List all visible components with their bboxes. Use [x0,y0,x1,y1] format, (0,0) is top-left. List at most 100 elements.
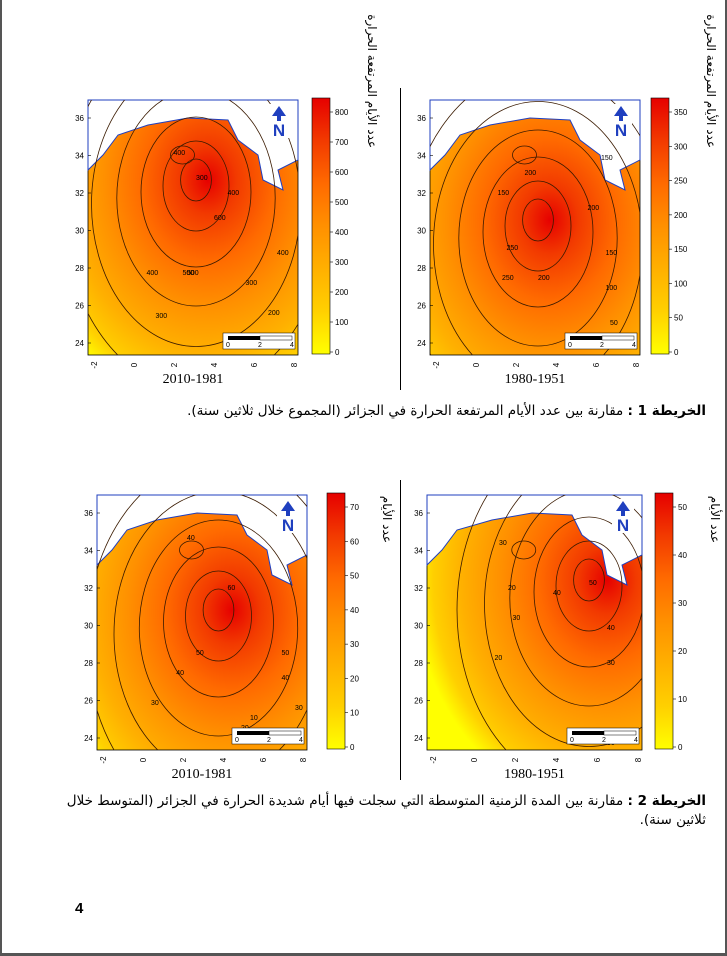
lat-tick: 36 [414,509,423,518]
lat-tick: 26 [84,697,93,706]
legend-value: 40 [350,606,359,615]
period-label: 2010-1981 [172,767,233,782]
contour-label: 200 [525,170,537,177]
legend-colorbar: 350 300 250 200 150 100 50 0 [650,97,688,357]
lon-tick: -2 [429,756,438,764]
lat-tick: 24 [75,339,84,348]
legend-value: 100 [335,318,349,327]
period-label: 1980-1951 [505,372,566,387]
north-label: N [273,121,285,140]
lat-tick: 34 [414,547,423,556]
lat-tick: 30 [417,227,426,236]
lat-tick: 36 [75,114,84,123]
coastline [426,494,643,586]
legend-value: 70 [350,503,359,512]
page-border-bottom [0,953,727,956]
legend-value: 60 [350,537,359,546]
lat-tick: 28 [84,659,93,668]
caption-map-1: الخريطة 1 : مقارنة بين عدد الأيام المرتف… [40,402,706,421]
contour-label: 30 [513,615,521,622]
contour-label: 400 [174,150,186,157]
legend-value: 20 [350,674,359,683]
lon-tick: 8 [632,362,641,367]
map-field [426,494,643,751]
contour-lines [456,495,642,750]
contour-label: 40 [553,590,561,597]
scale-label: 0 [235,737,239,744]
legend-value: 200 [335,288,349,297]
legend-value: 300 [674,142,688,151]
contour-label: 250 [507,245,519,252]
lat-tick: 28 [75,264,84,273]
lat-tick: 26 [75,302,84,311]
contour-label: 200 [268,310,280,317]
coastline [96,494,308,586]
legend-value: 600 [335,168,349,177]
contour-label: 400 [147,270,159,277]
period-label: 1980-1951 [504,767,565,782]
lat-tick: 24 [84,734,93,743]
legend-colorbar: 800 700 600 500 400 300 200 100 0 [311,97,349,357]
map-field [87,99,299,356]
scale-label: 0 [568,342,572,349]
contour-label: 40 [607,625,615,632]
lon-tick: -2 [90,361,99,369]
contour-label: 60 [228,585,236,592]
lat-tick: 34 [84,547,93,556]
lon-tick: 8 [634,757,643,762]
lon-tick: 4 [210,362,219,367]
scale-label: 4 [290,342,294,349]
contour-label: 50 [610,320,618,327]
contour-label: 50 [282,650,290,657]
legend-value: 30 [678,599,687,608]
contour-label: 30 [607,660,615,667]
contour-label: 300 [246,280,258,287]
contour-label: 40 [187,535,195,542]
lat-tick: 24 [414,734,423,743]
legend-value: 800 [335,108,349,117]
scale-label: 2 [600,342,604,349]
contour-label: 30 [295,705,303,712]
lon-tick: -2 [99,756,108,764]
contour-lines [97,495,307,750]
legend-value: 700 [335,138,349,147]
legend-value: 200 [674,211,688,220]
legend-value: 50 [674,314,683,323]
coastline [87,99,299,191]
lat-tick: 28 [417,264,426,273]
page-border-right [725,0,727,956]
map-2-left: 4060504030201050403036343230282624-20246… [84,492,395,782]
contour-label: 30 [151,700,159,707]
lon-tick: 0 [472,362,481,367]
legend-colorbar: 50 40 30 20 10 0 [654,492,687,752]
lon-tick: -2 [432,361,441,369]
lon-tick: 6 [593,757,602,762]
legend-value: 0 [674,348,679,357]
contour-label: 20 [495,655,503,662]
lat-tick: 30 [75,227,84,236]
lon-tick: 8 [299,757,308,762]
map-field [96,494,308,751]
legend-value: 500 [335,198,349,207]
coastline [429,99,641,191]
scale-label: 4 [634,737,638,744]
divider-bottom [400,480,401,780]
contour-label: 150 [606,250,618,257]
page-number: 4 [75,900,84,917]
contour-label: 400 [228,190,240,197]
scale-label: 0 [226,342,230,349]
map-field [429,99,641,356]
legend-value: 250 [674,177,688,186]
lat-tick: 36 [84,509,93,518]
legend-title: عدد الأيام [380,496,395,543]
period-label: 2010-1981 [163,372,224,387]
contour-label: 10 [250,715,258,722]
legend-value: 50 [350,572,359,581]
lat-tick: 32 [84,584,93,593]
legend-value: 30 [350,640,359,649]
scale-label: 2 [602,737,606,744]
contour-label: 250 [502,275,514,282]
contour-label: 150 [498,190,510,197]
legend-value: 150 [674,245,688,254]
